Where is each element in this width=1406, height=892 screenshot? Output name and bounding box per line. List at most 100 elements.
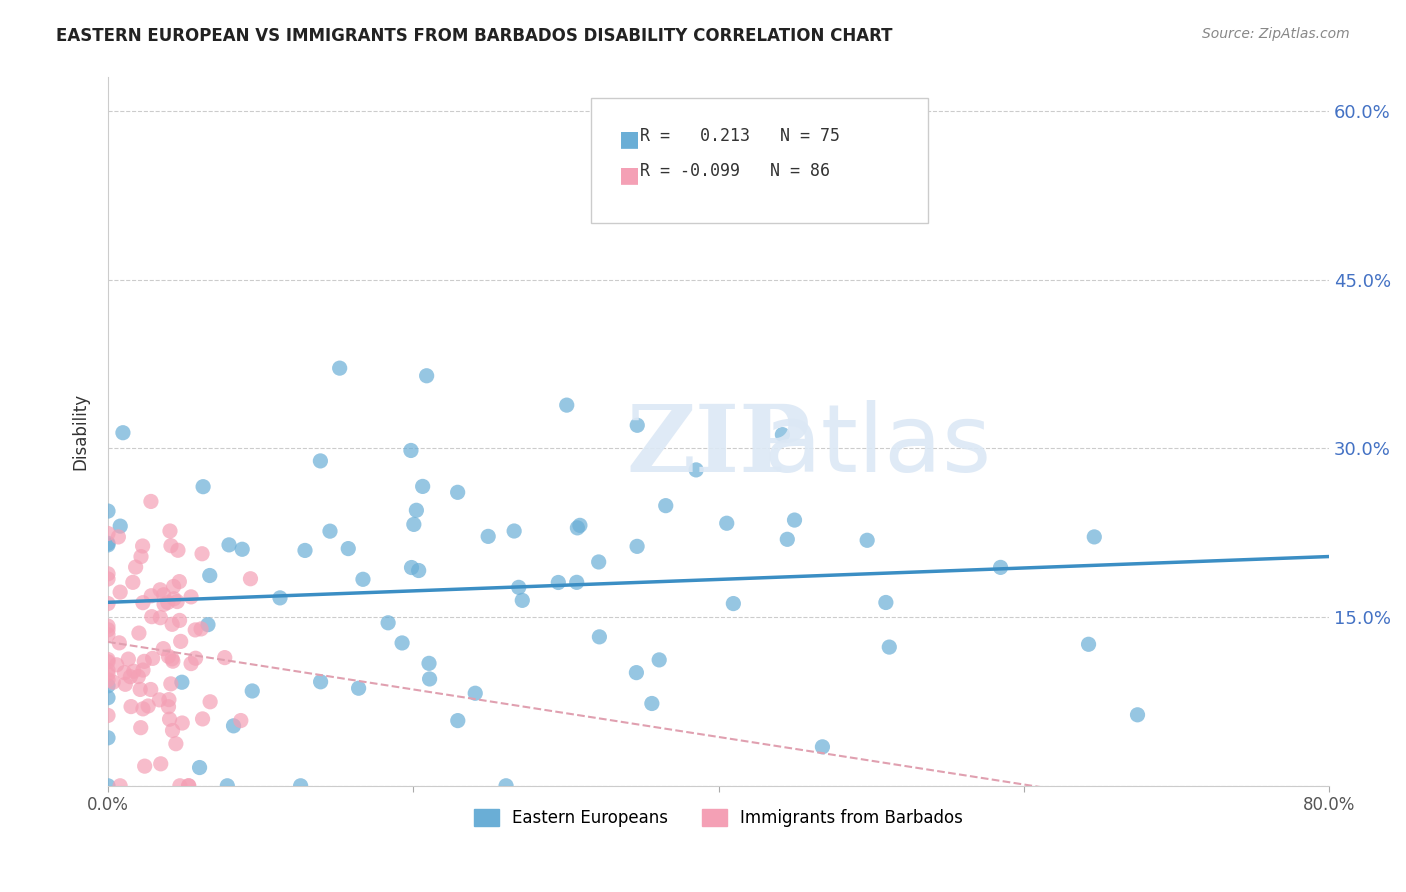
Point [152, 588, 174, 602]
Point [162, 654, 184, 668]
Point [97, 679, 120, 693]
Text: ■: ■ [619, 165, 640, 185]
Point [776, 533, 799, 547]
Point [405, 503, 427, 517]
Point [97, 572, 120, 586]
Point [166, 594, 188, 608]
Point [169, 779, 191, 793]
Point [120, 670, 142, 684]
Point [169, 614, 191, 628]
Point [141, 589, 163, 603]
Point [352, 572, 374, 586]
Point [97, 627, 120, 641]
Point [347, 681, 370, 696]
Point [97, 597, 120, 611]
Point [156, 595, 179, 609]
Point [132, 596, 155, 610]
Point [124, 560, 146, 574]
Point [141, 609, 163, 624]
Point [391, 636, 413, 650]
Text: ZIP: ZIP [627, 401, 811, 491]
Point [447, 485, 470, 500]
Point [648, 653, 671, 667]
Point [510, 593, 533, 607]
Point [770, 427, 793, 442]
Point [97, 526, 120, 541]
Point [1077, 637, 1099, 651]
Point [114, 677, 136, 691]
Point [399, 443, 422, 458]
Point [723, 597, 745, 611]
Point [165, 737, 187, 751]
Point [120, 699, 142, 714]
Point [159, 677, 181, 691]
Point [877, 640, 900, 654]
Point [108, 779, 131, 793]
Point [198, 568, 221, 582]
Point [177, 779, 200, 793]
Point [132, 702, 155, 716]
Point [160, 539, 183, 553]
Point [229, 714, 252, 728]
Point [139, 682, 162, 697]
Point [503, 524, 526, 538]
Text: R =   0.213   N = 75: R = 0.213 N = 75 [640, 127, 839, 145]
Point [148, 693, 170, 707]
Point [508, 580, 530, 594]
Point [290, 779, 312, 793]
Point [169, 574, 191, 589]
Point [402, 517, 425, 532]
Point [107, 530, 129, 544]
Point [128, 626, 150, 640]
Point [127, 669, 149, 683]
Point [401, 560, 423, 574]
Point [294, 543, 316, 558]
Point [415, 368, 437, 383]
Point [157, 649, 180, 664]
Point [97, 655, 120, 669]
Point [231, 542, 253, 557]
Point [188, 760, 211, 774]
Point [184, 623, 207, 637]
Point [142, 651, 165, 665]
Point [122, 665, 145, 679]
Point [159, 712, 181, 726]
Point [132, 663, 155, 677]
Text: atlas: atlas [763, 400, 991, 491]
Point [191, 712, 214, 726]
Y-axis label: Disability: Disability [72, 393, 89, 470]
Point [655, 499, 678, 513]
Point [626, 540, 648, 554]
Point [110, 519, 132, 533]
Point [191, 547, 214, 561]
Point [309, 454, 332, 468]
Point [240, 684, 263, 698]
Point [163, 591, 186, 606]
Point [495, 779, 517, 793]
Point [134, 654, 156, 668]
Point [170, 675, 193, 690]
Point [108, 636, 131, 650]
Point [97, 673, 120, 687]
Legend: Eastern Europeans, Immigrants from Barbados: Eastern Europeans, Immigrants from Barba… [467, 803, 970, 834]
Point [170, 634, 193, 648]
Point [567, 521, 589, 535]
Point [641, 697, 664, 711]
Point [588, 630, 610, 644]
Point [214, 650, 236, 665]
Point [103, 675, 125, 690]
Point [105, 657, 128, 672]
Point [626, 665, 648, 680]
Point [685, 463, 707, 477]
Point [412, 479, 434, 493]
Point [97, 731, 120, 745]
Point [129, 682, 152, 697]
Point [418, 657, 440, 671]
Point [97, 690, 120, 705]
Point [153, 597, 176, 611]
Point [626, 418, 648, 433]
Point [547, 575, 569, 590]
Point [136, 698, 159, 713]
Point [337, 541, 360, 556]
Point [152, 641, 174, 656]
